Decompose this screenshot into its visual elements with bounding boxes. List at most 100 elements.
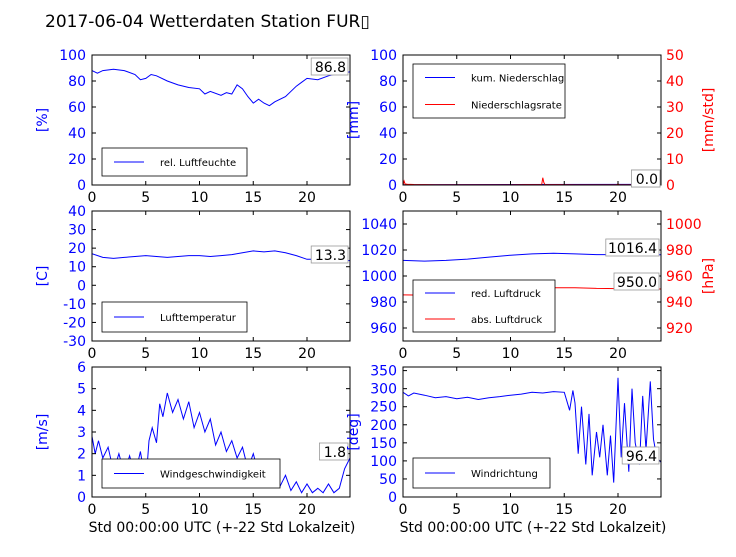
y-tick-label: 980 — [370, 295, 397, 311]
y-tick-label: 0 — [77, 490, 86, 506]
y2-tick-label: 20 — [666, 126, 684, 142]
x-tick-label: 10 — [502, 346, 520, 362]
x-axis-label-right: Std 00:00:00 UTC (+-22 Std Lokalzeit) — [400, 520, 667, 536]
y-tick-label: 0 — [388, 490, 397, 506]
y-tick-label: 5 — [77, 382, 86, 398]
y2-tick-label: 40 — [666, 74, 684, 90]
y2-tick-label: 0 — [666, 178, 675, 194]
legend: red. Luftdruck abs. Luftdruck — [413, 280, 555, 332]
x-tick-label: 10 — [502, 190, 520, 206]
y-axis-label: [C] — [35, 266, 51, 287]
y-tick-label: 3 — [77, 425, 86, 441]
y-tick-label: -30 — [63, 334, 86, 350]
x-tick-label: 0 — [399, 502, 408, 518]
y-axis-label: [mm] — [346, 101, 362, 139]
y-tick-label: 20 — [68, 152, 86, 168]
legend-label: red. Luftdruck — [471, 289, 541, 300]
x-tick-label: 15 — [244, 346, 262, 362]
x-tick-label: 0 — [399, 190, 408, 206]
legend-label: Lufttemperatur — [160, 313, 237, 324]
value-label: 96.4 — [626, 449, 657, 465]
y2-axis-label: [hPa] — [701, 258, 717, 294]
x-tick-label: 15 — [555, 502, 573, 518]
y-tick-label: 2 — [77, 447, 86, 463]
x-tick-label: 0 — [88, 346, 97, 362]
y-tick-label: 6 — [77, 360, 86, 376]
y-axis-label: [%] — [35, 108, 51, 132]
y-tick-label: 250 — [370, 400, 397, 416]
y2-tick-label: 940 — [666, 295, 693, 311]
legend-label: Windgeschwindigkeit — [160, 470, 266, 481]
y2-tick-label: 10 — [666, 152, 684, 168]
y-axis-label: [m/s] — [35, 414, 51, 451]
value-label: 1.8 — [324, 445, 346, 461]
x-tick-label: 5 — [141, 190, 150, 206]
y2-tick-label: 920 — [666, 321, 693, 337]
legend-label: abs. Luftdruck — [471, 315, 542, 326]
y-tick-label: 40 — [68, 126, 86, 142]
y2-tick-label: 1000 — [666, 217, 702, 233]
x-tick-label: 10 — [191, 502, 209, 518]
y-tick-label: -20 — [63, 315, 86, 331]
value-label: 1016.4 — [608, 241, 657, 257]
value-label: 0.0 — [636, 172, 658, 188]
y-tick-label: 300 — [370, 382, 397, 398]
x-tick-label: 20 — [609, 502, 627, 518]
x-tick-label: 15 — [244, 502, 262, 518]
x-tick-label: 10 — [502, 502, 520, 518]
legend: Windgeschwindigkeit — [102, 459, 280, 488]
y-tick-label: 960 — [370, 321, 397, 337]
x-tick-label: 20 — [609, 346, 627, 362]
y-tick-label: 1040 — [361, 217, 397, 233]
x-tick-label: 15 — [244, 190, 262, 206]
y-tick-label: 150 — [370, 436, 397, 452]
legend-label: Windrichtung — [471, 469, 538, 480]
y-tick-label: 10 — [68, 260, 86, 276]
legend: Windrichtung — [413, 458, 550, 488]
x-tick-label: 0 — [88, 502, 97, 518]
x-axis-label-left: Std 00:00:00 UTC (+-22 Std Lokalzeit) — [89, 520, 356, 536]
x-tick-label: 5 — [141, 502, 150, 518]
y-tick-label: 4 — [77, 403, 86, 419]
x-tick-label: 5 — [141, 346, 150, 362]
y-tick-label: 80 — [68, 74, 86, 90]
value-label: 13.3 — [315, 248, 346, 264]
legend-label: rel. Luftfeuchte — [160, 158, 236, 169]
y-tick-label: 100 — [370, 48, 397, 64]
x-tick-label: 20 — [609, 190, 627, 206]
x-tick-label: 10 — [191, 190, 209, 206]
y2-tick-label: 30 — [666, 100, 684, 116]
y-axis-label: [deg] — [346, 413, 362, 450]
y-tick-label: 40 — [68, 204, 86, 220]
y-tick-label: 200 — [370, 418, 397, 434]
x-tick-label: 0 — [88, 190, 97, 206]
y-tick-label: 20 — [379, 152, 397, 168]
y-tick-label: 0 — [77, 178, 86, 194]
x-tick-label: 20 — [298, 502, 316, 518]
x-tick-label: 15 — [555, 190, 573, 206]
x-tick-label: 0 — [399, 346, 408, 362]
y2-axis-label: [mm/std] — [701, 88, 717, 153]
y-tick-label: 50 — [379, 472, 397, 488]
y-tick-label: 0 — [388, 178, 397, 194]
y2-tick-label: 980 — [666, 243, 693, 259]
x-tick-label: 20 — [298, 190, 316, 206]
value-label: 950.0 — [617, 275, 657, 291]
x-tick-label: 10 — [191, 346, 209, 362]
y-tick-label: -10 — [63, 297, 86, 313]
y-tick-label: 0 — [77, 278, 86, 294]
x-tick-label: 5 — [452, 190, 461, 206]
x-tick-label: 20 — [298, 346, 316, 362]
y-tick-label: 30 — [68, 223, 86, 239]
legend: rel. Luftfeuchte — [102, 148, 247, 176]
y2-tick-label: 50 — [666, 48, 684, 64]
x-tick-label: 5 — [452, 346, 461, 362]
